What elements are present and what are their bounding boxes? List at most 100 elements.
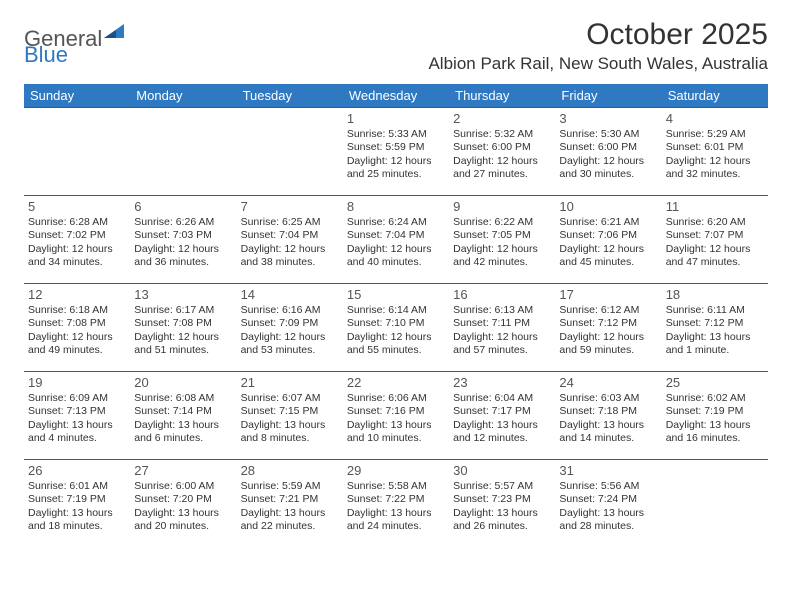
- sunrise-text: Sunrise: 6:07 AM: [241, 392, 339, 405]
- sunrise-text: Sunrise: 6:16 AM: [241, 304, 339, 317]
- daylight-text: and 16 minutes.: [666, 432, 764, 445]
- location-subtitle: Albion Park Rail, New South Wales, Austr…: [428, 54, 768, 74]
- daylight-text: and 25 minutes.: [347, 168, 445, 181]
- sunrise-text: Sunrise: 6:25 AM: [241, 216, 339, 229]
- sunset-text: Sunset: 7:08 PM: [134, 317, 232, 330]
- calendar-empty-cell: [662, 460, 768, 548]
- sunrise-text: Sunrise: 6:11 AM: [666, 304, 764, 317]
- sunrise-text: Sunrise: 6:01 AM: [28, 480, 126, 493]
- sunrise-text: Sunrise: 5:29 AM: [666, 128, 764, 141]
- weekday-header: Friday: [555, 84, 661, 108]
- day-number: 18: [666, 287, 764, 303]
- daylight-text: Daylight: 12 hours: [347, 155, 445, 168]
- sunset-text: Sunset: 7:17 PM: [453, 405, 551, 418]
- calendar-day-cell: 27Sunrise: 6:00 AMSunset: 7:20 PMDayligh…: [130, 460, 236, 548]
- calendar-day-cell: 24Sunrise: 6:03 AMSunset: 7:18 PMDayligh…: [555, 372, 661, 460]
- daylight-text: Daylight: 12 hours: [134, 331, 232, 344]
- weekday-header: Wednesday: [343, 84, 449, 108]
- calendar-day-cell: 30Sunrise: 5:57 AMSunset: 7:23 PMDayligh…: [449, 460, 555, 548]
- day-number: 8: [347, 199, 445, 215]
- daylight-text: Daylight: 12 hours: [666, 243, 764, 256]
- sunrise-text: Sunrise: 6:09 AM: [28, 392, 126, 405]
- sunrise-text: Sunrise: 5:58 AM: [347, 480, 445, 493]
- day-number: 12: [28, 287, 126, 303]
- sunset-text: Sunset: 7:02 PM: [28, 229, 126, 242]
- daylight-text: Daylight: 12 hours: [241, 331, 339, 344]
- calendar-day-cell: 11Sunrise: 6:20 AMSunset: 7:07 PMDayligh…: [662, 196, 768, 284]
- sunset-text: Sunset: 7:22 PM: [347, 493, 445, 506]
- calendar-day-cell: 22Sunrise: 6:06 AMSunset: 7:16 PMDayligh…: [343, 372, 449, 460]
- calendar-week-row: 12Sunrise: 6:18 AMSunset: 7:08 PMDayligh…: [24, 284, 768, 372]
- day-number: 2: [453, 111, 551, 127]
- day-number: 15: [347, 287, 445, 303]
- sunset-text: Sunset: 7:23 PM: [453, 493, 551, 506]
- daylight-text: Daylight: 12 hours: [559, 155, 657, 168]
- daylight-text: and 51 minutes.: [134, 344, 232, 357]
- weekday-header: Thursday: [449, 84, 555, 108]
- calendar-day-cell: 18Sunrise: 6:11 AMSunset: 7:12 PMDayligh…: [662, 284, 768, 372]
- daylight-text: Daylight: 12 hours: [28, 331, 126, 344]
- sunset-text: Sunset: 7:08 PM: [28, 317, 126, 330]
- daylight-text: Daylight: 12 hours: [134, 243, 232, 256]
- sunset-text: Sunset: 7:03 PM: [134, 229, 232, 242]
- calendar-table: SundayMondayTuesdayWednesdayThursdayFrid…: [24, 84, 768, 548]
- calendar-day-cell: 5Sunrise: 6:28 AMSunset: 7:02 PMDaylight…: [24, 196, 130, 284]
- sunrise-text: Sunrise: 6:22 AM: [453, 216, 551, 229]
- daylight-text: and 53 minutes.: [241, 344, 339, 357]
- calendar-week-row: 19Sunrise: 6:09 AMSunset: 7:13 PMDayligh…: [24, 372, 768, 460]
- daylight-text: and 32 minutes.: [666, 168, 764, 181]
- sunset-text: Sunset: 7:19 PM: [666, 405, 764, 418]
- calendar-day-cell: 2Sunrise: 5:32 AMSunset: 6:00 PMDaylight…: [449, 108, 555, 196]
- calendar-empty-cell: [237, 108, 343, 196]
- daylight-text: Daylight: 12 hours: [241, 243, 339, 256]
- sunset-text: Sunset: 7:05 PM: [453, 229, 551, 242]
- calendar-day-cell: 26Sunrise: 6:01 AMSunset: 7:19 PMDayligh…: [24, 460, 130, 548]
- header: General October 2025 Albion Park Rail, N…: [24, 18, 768, 74]
- sunset-text: Sunset: 7:10 PM: [347, 317, 445, 330]
- calendar-day-cell: 20Sunrise: 6:08 AMSunset: 7:14 PMDayligh…: [130, 372, 236, 460]
- weekday-header: Saturday: [662, 84, 768, 108]
- daylight-text: and 49 minutes.: [28, 344, 126, 357]
- sunset-text: Sunset: 6:00 PM: [453, 141, 551, 154]
- daylight-text: and 30 minutes.: [559, 168, 657, 181]
- sunrise-text: Sunrise: 6:02 AM: [666, 392, 764, 405]
- sunset-text: Sunset: 7:15 PM: [241, 405, 339, 418]
- calendar-day-cell: 1Sunrise: 5:33 AMSunset: 5:59 PMDaylight…: [343, 108, 449, 196]
- logo-text-blue: Blue: [24, 42, 68, 67]
- daylight-text: and 24 minutes.: [347, 520, 445, 533]
- day-number: 31: [559, 463, 657, 479]
- sunset-text: Sunset: 7:20 PM: [134, 493, 232, 506]
- daylight-text: and 28 minutes.: [559, 520, 657, 533]
- day-number: 26: [28, 463, 126, 479]
- daylight-text: Daylight: 12 hours: [453, 243, 551, 256]
- calendar-day-cell: 3Sunrise: 5:30 AMSunset: 6:00 PMDaylight…: [555, 108, 661, 196]
- sunrise-text: Sunrise: 5:57 AM: [453, 480, 551, 493]
- daylight-text: Daylight: 12 hours: [453, 155, 551, 168]
- calendar-day-cell: 10Sunrise: 6:21 AMSunset: 7:06 PMDayligh…: [555, 196, 661, 284]
- daylight-text: and 18 minutes.: [28, 520, 126, 533]
- sunrise-text: Sunrise: 6:04 AM: [453, 392, 551, 405]
- day-number: 13: [134, 287, 232, 303]
- sunset-text: Sunset: 7:04 PM: [347, 229, 445, 242]
- sunrise-text: Sunrise: 6:24 AM: [347, 216, 445, 229]
- calendar-week-row: 1Sunrise: 5:33 AMSunset: 5:59 PMDaylight…: [24, 108, 768, 196]
- day-number: 14: [241, 287, 339, 303]
- sunset-text: Sunset: 5:59 PM: [347, 141, 445, 154]
- day-number: 16: [453, 287, 551, 303]
- sunrise-text: Sunrise: 6:26 AM: [134, 216, 232, 229]
- sunrise-text: Sunrise: 6:18 AM: [28, 304, 126, 317]
- daylight-text: and 55 minutes.: [347, 344, 445, 357]
- daylight-text: and 12 minutes.: [453, 432, 551, 445]
- daylight-text: and 14 minutes.: [559, 432, 657, 445]
- month-title: October 2025: [428, 18, 768, 52]
- day-number: 10: [559, 199, 657, 215]
- calendar-day-cell: 13Sunrise: 6:17 AMSunset: 7:08 PMDayligh…: [130, 284, 236, 372]
- day-number: 4: [666, 111, 764, 127]
- calendar-day-cell: 19Sunrise: 6:09 AMSunset: 7:13 PMDayligh…: [24, 372, 130, 460]
- day-number: 6: [134, 199, 232, 215]
- day-number: 25: [666, 375, 764, 391]
- daylight-text: and 4 minutes.: [28, 432, 126, 445]
- daylight-text: and 1 minute.: [666, 344, 764, 357]
- calendar-day-cell: 28Sunrise: 5:59 AMSunset: 7:21 PMDayligh…: [237, 460, 343, 548]
- sunrise-text: Sunrise: 5:56 AM: [559, 480, 657, 493]
